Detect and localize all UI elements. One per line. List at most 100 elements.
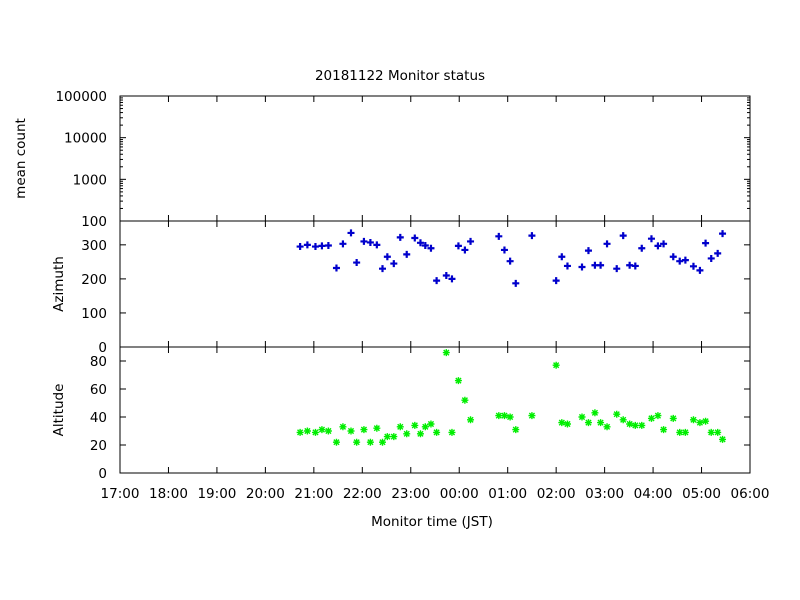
altitude-point bbox=[373, 424, 381, 432]
altitude-point bbox=[421, 423, 429, 431]
altitude-point bbox=[626, 420, 634, 428]
azimuth-point bbox=[442, 271, 450, 279]
azimuth-point bbox=[495, 232, 503, 240]
y-tick-label: 300 bbox=[81, 238, 107, 254]
x-axis-label: Monitor time (JST) bbox=[371, 514, 493, 530]
altitude-point bbox=[563, 420, 571, 428]
x-tick-label: 23:00 bbox=[391, 486, 430, 502]
azimuth-point bbox=[433, 277, 441, 285]
x-tick-labels: 17:00 18:00 19:00 20:00 21:00 22:00 23:00 00:00… bbox=[101, 486, 770, 502]
azimuth-point bbox=[339, 240, 347, 248]
altitude-point bbox=[366, 438, 374, 446]
azimuth-point bbox=[719, 230, 727, 238]
altitude-point bbox=[681, 428, 689, 436]
panel-3: 80 60 40 20 0 Altitude bbox=[51, 346, 751, 482]
azimuth-point bbox=[296, 243, 304, 251]
azimuth-point bbox=[528, 232, 536, 240]
altitude-point bbox=[591, 409, 599, 417]
y-tick-label: 100 bbox=[81, 306, 107, 322]
panel-1: 100000 10000 1000 100 mean count bbox=[13, 89, 751, 230]
azimuth-point bbox=[552, 277, 560, 285]
azimuth-point bbox=[558, 253, 566, 261]
azimuth-point bbox=[714, 249, 722, 257]
azimuth-point bbox=[454, 242, 462, 250]
azimuth-point bbox=[324, 242, 332, 250]
azimuth-point bbox=[669, 253, 677, 261]
x-tick-label: 03:00 bbox=[585, 486, 624, 502]
altitude-point bbox=[318, 426, 326, 434]
altitude-point bbox=[379, 438, 386, 446]
azimuth-point bbox=[390, 260, 398, 268]
y-tick-label: 80 bbox=[90, 354, 107, 370]
x-tick-label: 05:00 bbox=[682, 486, 721, 502]
azimuth-point bbox=[578, 263, 586, 271]
altitude-point bbox=[442, 349, 450, 357]
altitude-point bbox=[339, 423, 347, 431]
y-axis-label: Azimuth bbox=[51, 256, 67, 312]
altitude-point bbox=[383, 433, 391, 441]
azimuth-point bbox=[461, 246, 469, 254]
azimuth-point bbox=[603, 240, 611, 248]
y-tick-label: 100 bbox=[81, 214, 107, 230]
azimuth-point bbox=[647, 235, 655, 243]
altitude-point bbox=[448, 428, 456, 436]
azimuth-point bbox=[332, 264, 340, 272]
altitude-point bbox=[689, 416, 697, 424]
azimuth-point bbox=[360, 237, 368, 245]
azimuth-point bbox=[416, 239, 424, 247]
azimuth-point bbox=[347, 229, 355, 237]
altitude-point bbox=[512, 426, 520, 434]
azimuth-point bbox=[353, 259, 361, 267]
azimuth-point bbox=[403, 250, 411, 258]
altitude-point bbox=[676, 428, 684, 436]
altitude-point bbox=[702, 417, 710, 425]
altitude-point bbox=[347, 427, 355, 435]
altitude-point bbox=[613, 410, 621, 418]
azimuth-point bbox=[619, 232, 627, 240]
azimuth-point bbox=[396, 233, 404, 241]
altitude-point bbox=[296, 428, 304, 436]
altitude-point bbox=[558, 419, 566, 427]
y-tick-label: 20 bbox=[90, 438, 107, 454]
azimuth-point bbox=[467, 237, 475, 245]
altitude-point bbox=[396, 423, 404, 431]
x-tick-label: 18:00 bbox=[149, 486, 188, 502]
x-tick-label: 04:00 bbox=[634, 486, 673, 502]
altitude-point bbox=[584, 419, 592, 427]
altitude-point bbox=[390, 433, 398, 441]
altitude-point bbox=[500, 412, 508, 420]
altitude-point bbox=[603, 423, 611, 431]
x-tick-label: 19:00 bbox=[197, 486, 236, 502]
x-tick-label: 01:00 bbox=[488, 486, 527, 502]
altitude-point bbox=[403, 430, 411, 438]
azimuth-point bbox=[597, 261, 605, 269]
x-tick-label: 20:00 bbox=[246, 486, 285, 502]
altitude-point bbox=[552, 361, 560, 369]
altitude-point bbox=[311, 428, 319, 436]
altitude-point bbox=[332, 438, 340, 446]
azimuth-point bbox=[373, 241, 381, 249]
chart-title: 20181122 Monitor status bbox=[315, 68, 485, 84]
azimuth-point bbox=[654, 242, 662, 250]
azimuth-point bbox=[427, 244, 435, 252]
azimuth-point bbox=[318, 242, 326, 250]
azimuth-point bbox=[613, 265, 621, 273]
altitude-point bbox=[433, 428, 441, 436]
x-tick-label: 22:00 bbox=[343, 486, 382, 502]
azimuth-point bbox=[638, 244, 646, 252]
azimuth-point bbox=[681, 256, 689, 264]
y-tick-label: 100000 bbox=[55, 89, 107, 105]
y-tick-label: 200 bbox=[81, 272, 107, 288]
panel-frame bbox=[119, 346, 751, 474]
x-tick-label: 17:00 bbox=[101, 486, 140, 502]
altitude-point bbox=[360, 426, 368, 434]
azimuth-point bbox=[421, 242, 429, 250]
x-tick-label: 06:00 bbox=[731, 486, 770, 502]
altitude-point bbox=[631, 421, 639, 429]
altitude-point bbox=[669, 414, 677, 422]
altitude-point bbox=[647, 414, 655, 422]
azimuth-point bbox=[500, 246, 508, 254]
